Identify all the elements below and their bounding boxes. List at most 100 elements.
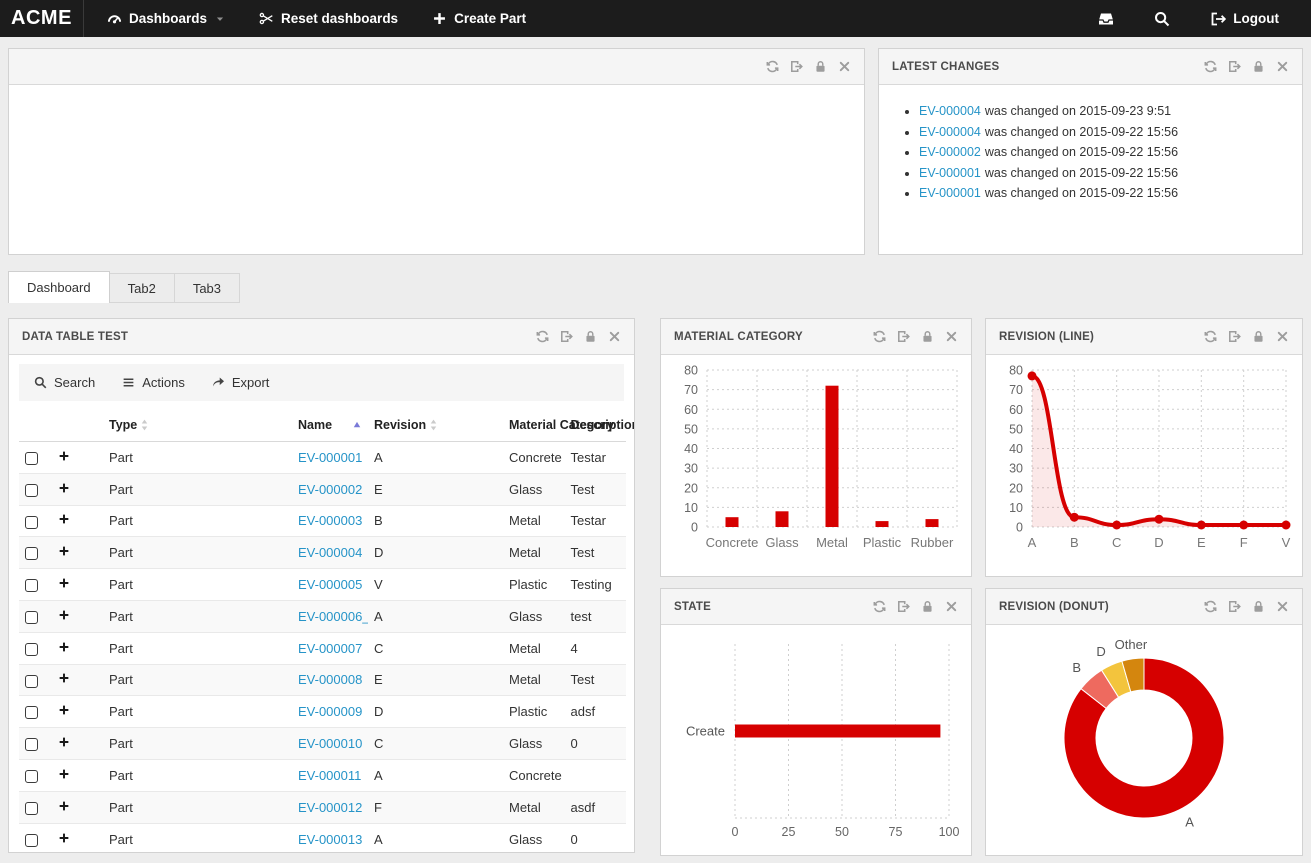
row-checkbox[interactable] [25, 706, 38, 719]
tab[interactable]: Dashboard [8, 271, 110, 303]
sort-asc-icon[interactable] [352, 420, 362, 430]
close-widget-icon[interactable] [608, 330, 621, 343]
row-checkbox[interactable] [25, 579, 38, 592]
expand-row-icon[interactable] [58, 577, 70, 589]
refresh-widget-icon[interactable] [766, 60, 779, 73]
lock-widget-icon[interactable] [921, 600, 934, 613]
column-header[interactable]: Description [565, 410, 627, 442]
close-widget-icon[interactable] [1276, 600, 1289, 613]
row-checkbox[interactable] [25, 484, 38, 497]
part-link[interactable]: EV-000002 [919, 145, 981, 159]
logout-icon [1210, 11, 1226, 27]
inbox-button[interactable] [1078, 0, 1134, 37]
expand-row-icon[interactable] [58, 450, 70, 462]
expand-row-icon[interactable] [58, 736, 70, 748]
export-widget-icon[interactable] [560, 330, 573, 343]
part-link[interactable]: EV-000009 [298, 704, 362, 719]
table-search-button[interactable]: Search [34, 375, 95, 390]
row-checkbox[interactable] [25, 452, 38, 465]
lock-widget-icon[interactable] [814, 60, 827, 73]
column-header[interactable]: Type [103, 410, 292, 442]
column-header[interactable]: Revision [368, 410, 503, 442]
column-header[interactable]: Material Category [503, 410, 565, 442]
row-checkbox[interactable] [25, 675, 38, 688]
part-link[interactable]: EV-000001 [919, 166, 981, 180]
cell-type: Part [103, 664, 292, 696]
part-link[interactable]: EV-000001 [298, 450, 362, 465]
row-checkbox[interactable] [25, 643, 38, 656]
brand-logo[interactable]: ACME [0, 0, 84, 37]
part-link[interactable]: EV-000004 [919, 125, 981, 139]
part-link[interactable]: EV-000004 [298, 545, 362, 560]
expand-row-icon[interactable] [58, 832, 70, 844]
expand-row-icon[interactable] [58, 545, 70, 557]
navbar-item[interactable]: Create Part [415, 0, 543, 37]
table-actions-button[interactable]: Actions [122, 375, 185, 390]
column-header[interactable] [19, 410, 52, 442]
refresh-widget-icon[interactable] [1204, 600, 1217, 613]
svg-text:Glass: Glass [765, 535, 799, 550]
part-link[interactable]: EV-000011 [298, 768, 361, 783]
lock-widget-icon[interactable] [921, 330, 934, 343]
expand-row-icon[interactable] [58, 513, 70, 525]
refresh-widget-icon[interactable] [1204, 330, 1217, 343]
lock-widget-icon[interactable] [1252, 600, 1265, 613]
tab[interactable]: Tab2 [110, 273, 175, 303]
close-widget-icon[interactable] [838, 60, 851, 73]
lock-widget-icon[interactable] [1252, 60, 1265, 73]
expand-row-icon[interactable] [58, 672, 70, 684]
column-header[interactable] [52, 410, 103, 442]
expand-row-icon[interactable] [58, 482, 70, 494]
expand-row-icon[interactable] [58, 641, 70, 653]
row-checkbox[interactable] [25, 738, 38, 751]
sort-icons[interactable] [429, 419, 438, 431]
expand-row-icon[interactable] [58, 768, 70, 780]
lock-widget-icon[interactable] [584, 330, 597, 343]
refresh-widget-icon[interactable] [1204, 60, 1217, 73]
part-link[interactable]: EV-000005 [298, 577, 362, 592]
row-checkbox[interactable] [25, 802, 38, 815]
expand-row-icon[interactable] [58, 800, 70, 812]
column-header[interactable]: Name [292, 410, 368, 442]
widget-controls [873, 330, 958, 343]
part-link[interactable]: EV-000013 [298, 832, 362, 847]
export-widget-icon[interactable] [897, 330, 910, 343]
revision-line-widget: REVISION (LINE) 01020304050607080ABCDEFV [985, 318, 1303, 577]
refresh-widget-icon[interactable] [873, 330, 886, 343]
refresh-widget-icon[interactable] [873, 600, 886, 613]
export-widget-icon[interactable] [1228, 60, 1241, 73]
part-link[interactable]: EV-000004 [919, 104, 981, 118]
close-widget-icon[interactable] [1276, 330, 1289, 343]
navbar-item[interactable]: Dashboards [90, 0, 242, 37]
part-link[interactable]: EV-000012 [298, 800, 362, 815]
part-link[interactable]: EV-000010 [298, 736, 362, 751]
tab[interactable]: Tab3 [175, 273, 240, 303]
row-checkbox[interactable] [25, 547, 38, 560]
export-widget-icon[interactable] [1228, 600, 1241, 613]
logout-button[interactable]: Logout [1190, 0, 1299, 37]
row-checkbox[interactable] [25, 516, 38, 529]
part-link[interactable]: EV-000001 [919, 186, 981, 200]
close-widget-icon[interactable] [945, 600, 958, 613]
export-widget-icon[interactable] [1228, 330, 1241, 343]
close-widget-icon[interactable] [1276, 60, 1289, 73]
export-widget-icon[interactable] [790, 60, 803, 73]
row-checkbox[interactable] [25, 834, 38, 847]
expand-row-icon[interactable] [58, 704, 70, 716]
navbar-item[interactable]: Reset dashboards [242, 0, 415, 37]
sort-icons[interactable] [140, 419, 149, 431]
export-widget-icon[interactable] [897, 600, 910, 613]
refresh-widget-icon[interactable] [536, 330, 549, 343]
part-link[interactable]: EV-000003 [298, 513, 362, 528]
table-export-button[interactable]: Export [212, 375, 270, 390]
part-link[interactable]: EV-000006_1430917191136 [298, 609, 368, 624]
part-link[interactable]: EV-000002 [298, 482, 362, 497]
close-widget-icon[interactable] [945, 330, 958, 343]
part-link[interactable]: EV-000008 [298, 672, 362, 687]
search-button[interactable] [1134, 0, 1190, 37]
row-checkbox[interactable] [25, 611, 38, 624]
expand-row-icon[interactable] [58, 609, 70, 621]
lock-widget-icon[interactable] [1252, 330, 1265, 343]
row-checkbox[interactable] [25, 770, 38, 783]
part-link[interactable]: EV-000007 [298, 641, 362, 656]
